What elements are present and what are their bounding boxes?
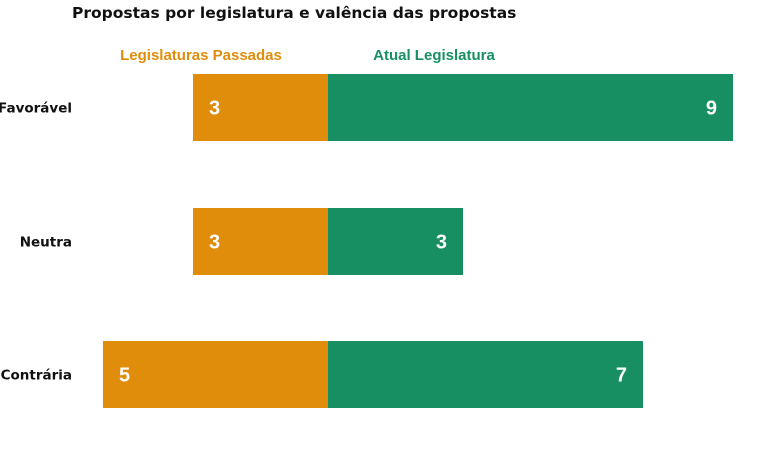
category-label: Neutra [20,235,72,251]
value-label-past: 3 [209,232,220,254]
chart-title: Propostas por legislatura e valência das… [72,4,517,22]
value-label-current: 9 [706,98,717,120]
bar-current [328,208,463,275]
legend-past: Legislaturas Passadas [120,47,282,64]
bar-past [103,341,328,408]
bar-current [328,74,733,141]
value-label-past: 3 [209,98,220,120]
legend-current: Atual Legislatura [373,47,495,64]
value-label-past: 5 [119,365,130,387]
bar-past [193,208,328,275]
bar-past [193,74,328,141]
category-label: Contrária [1,368,72,384]
value-label-current: 3 [436,232,447,254]
category-label: Favorável [0,101,72,117]
bar-current [328,341,643,408]
value-label-current: 7 [616,365,627,387]
